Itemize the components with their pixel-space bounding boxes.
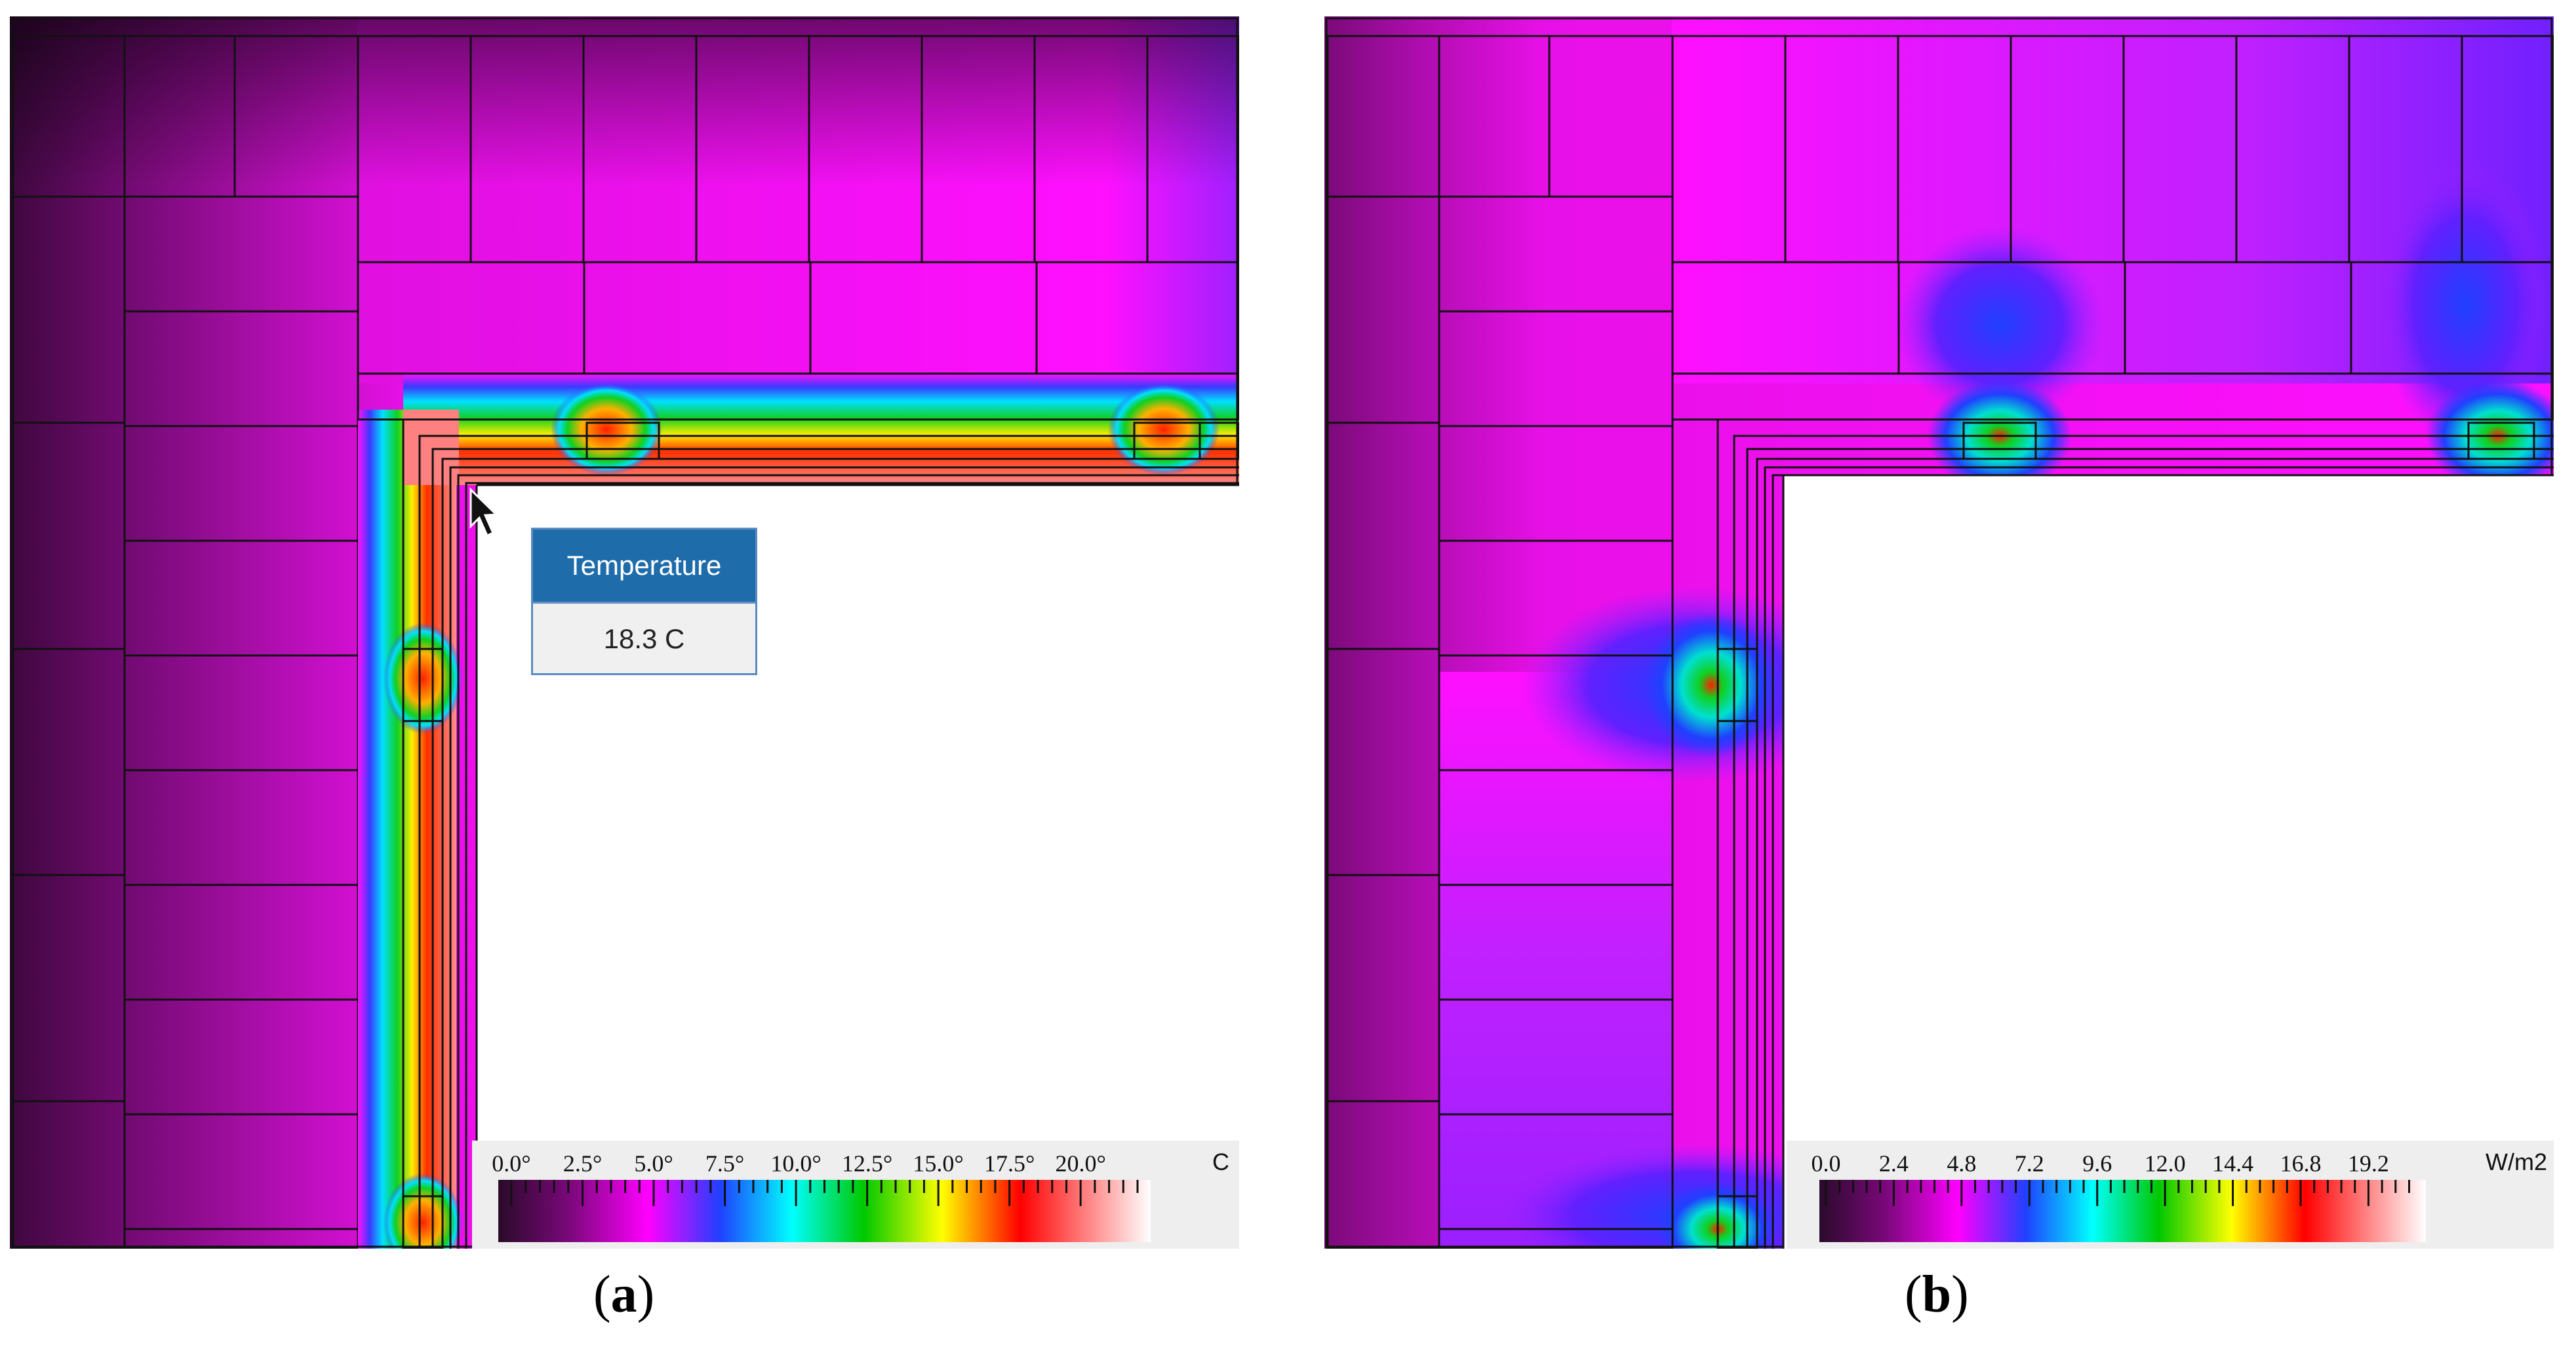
caption-b: (b) <box>1905 1268 1969 1321</box>
legend-tick-label: 5.0° <box>634 1150 673 1177</box>
legend-tick-label: 16.8 <box>2280 1150 2322 1177</box>
temperature-legend: 0.0° 2.5° 5.0° 7.5° 10.0° 12.5° 15.0° 17.5° 20.0… <box>472 1141 1239 1249</box>
legend-tick-label: 7.5° <box>705 1150 744 1177</box>
caption-letter: a <box>610 1266 637 1323</box>
caption-a: (a) <box>593 1268 654 1321</box>
caption-open: ( <box>593 1266 611 1323</box>
legend-tick-label: 10.0° <box>770 1150 821 1177</box>
heat-flux-legend: 0.0 2.4 4.8 7.2 9.6 12.0 14.4 16.8 19.2 W/m2 <box>1787 1141 2554 1249</box>
legend-tick-label: 15.0° <box>913 1150 963 1177</box>
legend-tick-label: 2.5° <box>563 1150 602 1177</box>
panel-a-temperature-map: 0.0° 2.5° 5.0° 7.5° 10.0° 12.5° 15.0° 17.5° 20.0… <box>10 16 1239 1249</box>
caption-close: ) <box>1951 1266 1969 1323</box>
caption-letter: b <box>1922 1266 1952 1323</box>
legend-tick-label: 17.5° <box>984 1150 1035 1177</box>
legend-tick-label: 0.0° <box>492 1150 530 1177</box>
legend-tick-label: 20.0° <box>1055 1150 1105 1177</box>
legend-unit: W/m2 <box>2486 1148 2547 1175</box>
legend-tick-label: 19.2 <box>2348 1150 2389 1177</box>
mouse-pointer-icon <box>469 487 499 537</box>
legend-tick-label: 2.4 <box>1879 1150 1909 1177</box>
legend-tick-label: 9.6 <box>2082 1150 2112 1177</box>
legend-tick-label: 4.8 <box>1947 1150 1976 1177</box>
legend-tick-label: 12.5° <box>842 1150 892 1177</box>
tooltip-value: 18.3 C <box>603 623 685 654</box>
panel-b-heat-flux-map: 0.0 2.4 4.8 7.2 9.6 12.0 14.4 16.8 19.2 W/m2 <box>1324 16 2554 1249</box>
heat-flux-field-figure: 0.0 2.4 4.8 7.2 9.6 12.0 14.4 16.8 19.2 W/m2 <box>1324 16 2554 1249</box>
legend-unit: C <box>1212 1148 1229 1175</box>
tooltip-title: Temperature <box>533 530 755 604</box>
legend-tick-label: 12.0 <box>2145 1150 2186 1177</box>
temperature-field-figure: 0.0° 2.5° 5.0° 7.5° 10.0° 12.5° 15.0° 17.5° 20.0… <box>10 16 1239 1249</box>
caption-open: ( <box>1905 1266 1922 1323</box>
temperature-tooltip: Temperature 18.3 C <box>531 528 757 675</box>
legend-tick-label: 0.0 <box>1812 1150 1841 1177</box>
caption-close: ) <box>637 1266 655 1323</box>
legend-tick-label: 14.4 <box>2212 1150 2253 1177</box>
legend-tick-label: 7.2 <box>2015 1150 2044 1177</box>
